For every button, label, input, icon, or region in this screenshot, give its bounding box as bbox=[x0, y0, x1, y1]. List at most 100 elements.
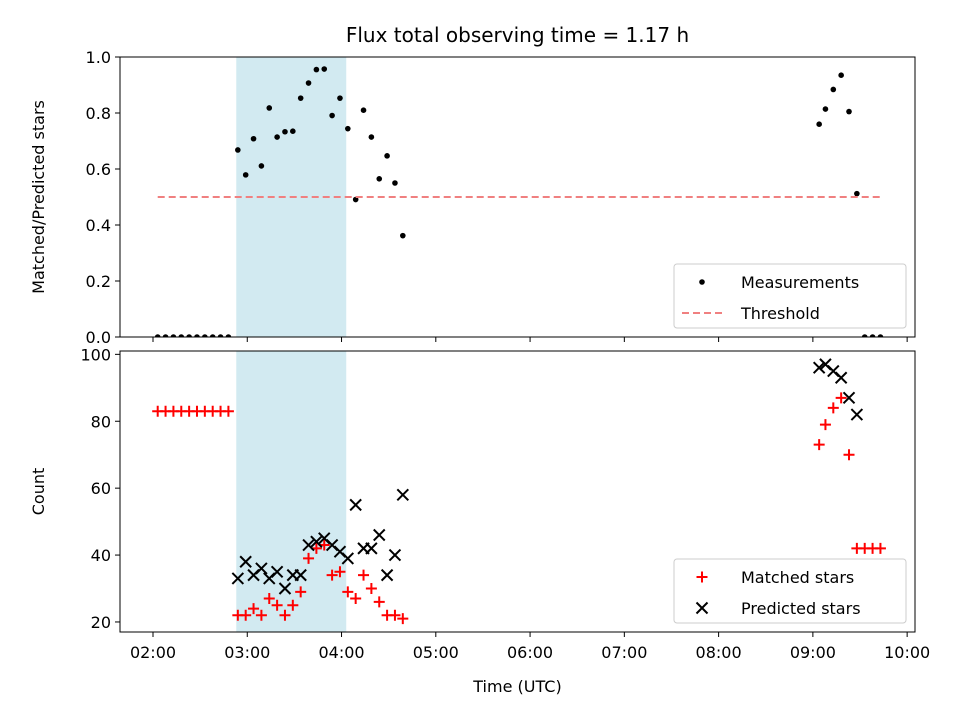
measurement-point bbox=[250, 135, 257, 142]
measurement-point bbox=[861, 334, 868, 337]
predicted-star-point bbox=[294, 568, 307, 582]
x-tick-label: 06:00 bbox=[507, 643, 553, 662]
plot-area bbox=[154, 66, 884, 337]
legend-box bbox=[673, 558, 907, 624]
measurement-point bbox=[202, 334, 208, 337]
predicted-star-point bbox=[812, 361, 826, 374]
predicted-star-point bbox=[270, 565, 284, 578]
matched-star-point bbox=[255, 609, 267, 621]
matched-star-point bbox=[397, 613, 409, 625]
y-tick-label: 0.0 bbox=[86, 328, 111, 347]
predicted-star-point bbox=[850, 408, 864, 421]
measurement-point bbox=[345, 125, 351, 132]
x-tick-label: 09:00 bbox=[790, 643, 836, 662]
measurement-point bbox=[352, 196, 359, 203]
legend-handle-x bbox=[695, 601, 709, 615]
measurement-point bbox=[368, 134, 375, 140]
x-tick-label: 02:00 bbox=[130, 643, 176, 662]
legend-box bbox=[673, 263, 907, 329]
x-tick-label: 05:00 bbox=[413, 643, 459, 662]
predicted-star-point bbox=[365, 542, 378, 555]
legend-label: Predicted stars bbox=[741, 599, 861, 618]
y-tick-label: 60 bbox=[91, 479, 111, 498]
predicted-star-point bbox=[239, 555, 252, 568]
y-tick-label: 80 bbox=[91, 412, 111, 431]
legend-handle-dot bbox=[699, 279, 705, 285]
x-tick-label: 07:00 bbox=[601, 643, 647, 662]
y-tick-label: 0.2 bbox=[86, 272, 111, 291]
matched-star-point bbox=[240, 609, 252, 621]
predicted-star-point bbox=[842, 391, 856, 405]
matched-star-point bbox=[373, 596, 385, 608]
panel-frame bbox=[119, 56, 916, 338]
measurement-point bbox=[869, 334, 876, 337]
top-panel: 0.0 0.2 0.4 0.6 0.8 1.0 Matched/Predicted star… bbox=[29, 48, 916, 347]
predicted-star-point bbox=[341, 552, 355, 565]
matched-star-point bbox=[303, 552, 315, 564]
matched-star-point bbox=[342, 586, 354, 598]
y-tick-label: 20 bbox=[91, 613, 111, 632]
matched-star-point bbox=[819, 419, 831, 431]
measurement-point bbox=[194, 334, 200, 337]
matched-star-point bbox=[813, 439, 825, 451]
matched-star-point bbox=[389, 609, 401, 621]
matched-star-point bbox=[271, 599, 283, 611]
measurement-point bbox=[297, 95, 304, 101]
measurement-point bbox=[154, 334, 161, 337]
x-tick-label: 03:00 bbox=[224, 643, 270, 662]
matched-star-point bbox=[334, 566, 346, 578]
matched-star-point bbox=[263, 593, 275, 605]
measurement-point bbox=[838, 72, 844, 78]
x-axis-title: Time (UTC) bbox=[472, 677, 561, 696]
measurement-point bbox=[258, 163, 265, 169]
measurement-point bbox=[225, 334, 232, 337]
measurement-point bbox=[816, 121, 822, 127]
measurement-point bbox=[217, 334, 224, 337]
measurement-point bbox=[162, 334, 169, 337]
measurement-point bbox=[235, 147, 241, 153]
legend: Matched stars Predicted stars bbox=[673, 558, 907, 624]
legend-handle-plus bbox=[696, 571, 708, 583]
measurement-point bbox=[290, 128, 296, 134]
measurement-point bbox=[400, 232, 406, 239]
measurement-point bbox=[266, 105, 273, 111]
y-tick-label: 100 bbox=[80, 345, 111, 364]
matched-star-point bbox=[287, 599, 299, 611]
predicted-star-point bbox=[255, 562, 268, 575]
matched-star-point bbox=[222, 405, 234, 417]
y-tick-label: 0.8 bbox=[86, 104, 111, 123]
bottom-panel: 20 40 60 80 100 02:00 03:00 04:00 05:00 06:00 07:0… bbox=[29, 345, 930, 662]
matched-star-point bbox=[843, 449, 855, 461]
measurement-point bbox=[392, 180, 398, 186]
matched-star-point bbox=[248, 603, 260, 615]
measurement-point bbox=[321, 66, 328, 72]
matched-star-point bbox=[874, 542, 886, 554]
measurement-point bbox=[376, 176, 383, 182]
legend-label: Measurements bbox=[741, 273, 859, 292]
measurement-point bbox=[360, 107, 367, 113]
matched-star-point bbox=[350, 593, 362, 605]
legend-label: Matched stars bbox=[741, 568, 854, 587]
x-tick-label: 04:00 bbox=[318, 643, 364, 662]
y-tick-label: 1.0 bbox=[86, 48, 111, 67]
measurement-point bbox=[877, 334, 884, 337]
panel-frame bbox=[119, 350, 916, 633]
predicted-star-point bbox=[310, 535, 323, 548]
measurement-point bbox=[846, 108, 852, 115]
matched-star-point bbox=[365, 583, 377, 595]
y-tick-label: 0.4 bbox=[86, 216, 111, 235]
predicted-star-point bbox=[388, 548, 402, 562]
matched-star-point bbox=[358, 569, 370, 581]
matched-star-point bbox=[827, 402, 839, 414]
measurement-point bbox=[209, 334, 216, 337]
predicted-star-point bbox=[349, 498, 362, 512]
predicted-star-point bbox=[834, 371, 848, 384]
predicted-star-point bbox=[373, 528, 386, 542]
predicted-star-point bbox=[380, 568, 394, 582]
measurement-point bbox=[282, 128, 288, 135]
chart-title: Flux total observing time = 1.17 h bbox=[346, 23, 689, 47]
predicted-star-point bbox=[302, 538, 315, 552]
measurement-point bbox=[384, 153, 390, 159]
legend-label: Threshold bbox=[740, 304, 820, 323]
